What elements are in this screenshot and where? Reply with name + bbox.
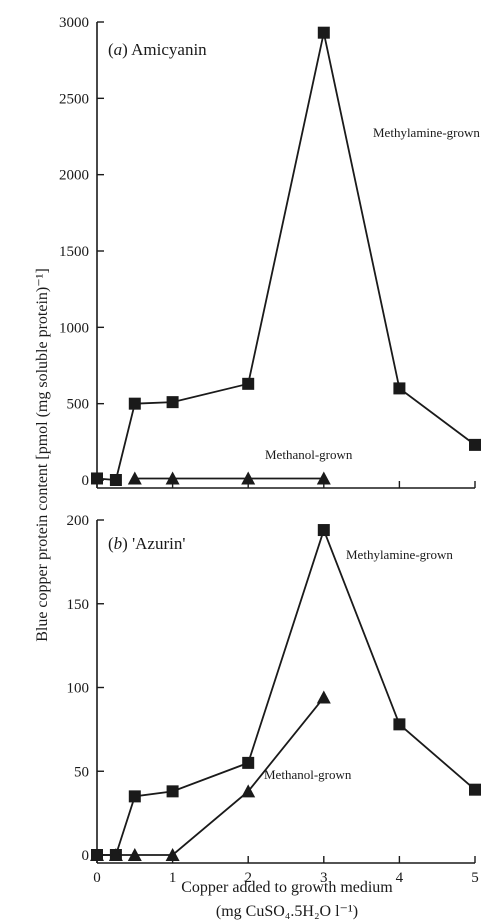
square-marker-b bbox=[242, 756, 255, 769]
square-marker-b bbox=[393, 718, 406, 731]
x-tick-label-b: 2 bbox=[244, 870, 252, 886]
square-marker-b bbox=[317, 524, 330, 537]
panel-title-a: (a) Amicyanin bbox=[108, 40, 207, 59]
panel-b-azurin: 0 50 100 150 200 0 1 2 3 4 5 (b) 'Azurin' Methylamin… bbox=[67, 513, 481, 886]
square-marker-b bbox=[166, 785, 179, 798]
triangle-marker-a bbox=[127, 471, 142, 485]
y-tick-label-b: 100 bbox=[67, 681, 90, 697]
x-tick-label-b: 4 bbox=[396, 870, 404, 886]
triangle-marker-b bbox=[165, 848, 180, 861]
square-marker-a bbox=[128, 397, 141, 410]
triangle-marker-a bbox=[316, 471, 331, 485]
x-tick-label-b: 1 bbox=[169, 870, 177, 886]
y-tick-label-a: 1500 bbox=[59, 244, 89, 260]
y-tick-label-b: 200 bbox=[67, 513, 90, 529]
y-tick-label-a: 0 bbox=[82, 473, 90, 489]
square-marker-a bbox=[242, 377, 255, 390]
x-tick-label-b: 5 bbox=[471, 870, 479, 886]
y-tick-label-a: 2000 bbox=[59, 168, 89, 184]
x-tick-label-b: 3 bbox=[320, 870, 328, 886]
square-marker-b bbox=[469, 783, 481, 796]
triangle-marker-a bbox=[165, 471, 180, 485]
panel-title-b: (b) 'Azurin' bbox=[108, 534, 185, 553]
panel-a-amicyanin: 0 500 1000 1500 2000 2500 3000 (a) Amicyanin Met… bbox=[59, 15, 481, 489]
square-marker-a bbox=[393, 382, 406, 395]
y-axis-title: Blue copper protein content [pmol (mg so… bbox=[34, 268, 51, 642]
triangle-marker-b bbox=[127, 848, 142, 861]
y-tick-label-a: 3000 bbox=[59, 15, 89, 31]
square-marker-b bbox=[128, 790, 141, 803]
x-axis-title-line1: Copper added to growth medium bbox=[181, 879, 393, 896]
x-axis-title-line2: (mg CuSO₄.5H₂O l⁻¹) bbox=[216, 903, 358, 920]
series-label-methanol-a: Methanol-grown bbox=[265, 447, 353, 462]
series-label-methylamine-b: Methylamine-grown bbox=[346, 547, 453, 562]
series-line-methylamine-b bbox=[97, 527, 476, 856]
y-tick-label-a: 500 bbox=[67, 397, 90, 413]
square-marker-a bbox=[166, 396, 179, 409]
square-marker-a bbox=[317, 26, 330, 39]
square-marker-a bbox=[109, 474, 122, 486]
triangle-marker-b bbox=[316, 690, 331, 704]
y-tick-label-b: 0 bbox=[82, 848, 90, 864]
x-tick-label-b: 0 bbox=[93, 870, 101, 886]
triangle-marker-b bbox=[241, 784, 256, 798]
y-tick-label-b: 150 bbox=[67, 597, 90, 613]
square-marker-a bbox=[91, 472, 103, 485]
y-tick-label-a: 1000 bbox=[59, 320, 89, 336]
series-line-methylamine-a bbox=[96, 32, 476, 481]
series-label-methanol-b: Methanol-grown bbox=[264, 767, 352, 782]
series-label-methylamine-a: Methylamine-grown bbox=[373, 125, 480, 140]
triangle-marker-a bbox=[241, 471, 256, 485]
square-marker-a bbox=[469, 438, 481, 451]
triangle-marker-b bbox=[108, 848, 123, 861]
y-tick-label-b: 50 bbox=[74, 764, 89, 780]
y-tick-label-a: 2500 bbox=[59, 91, 89, 107]
triangle-marker-b bbox=[90, 848, 104, 861]
